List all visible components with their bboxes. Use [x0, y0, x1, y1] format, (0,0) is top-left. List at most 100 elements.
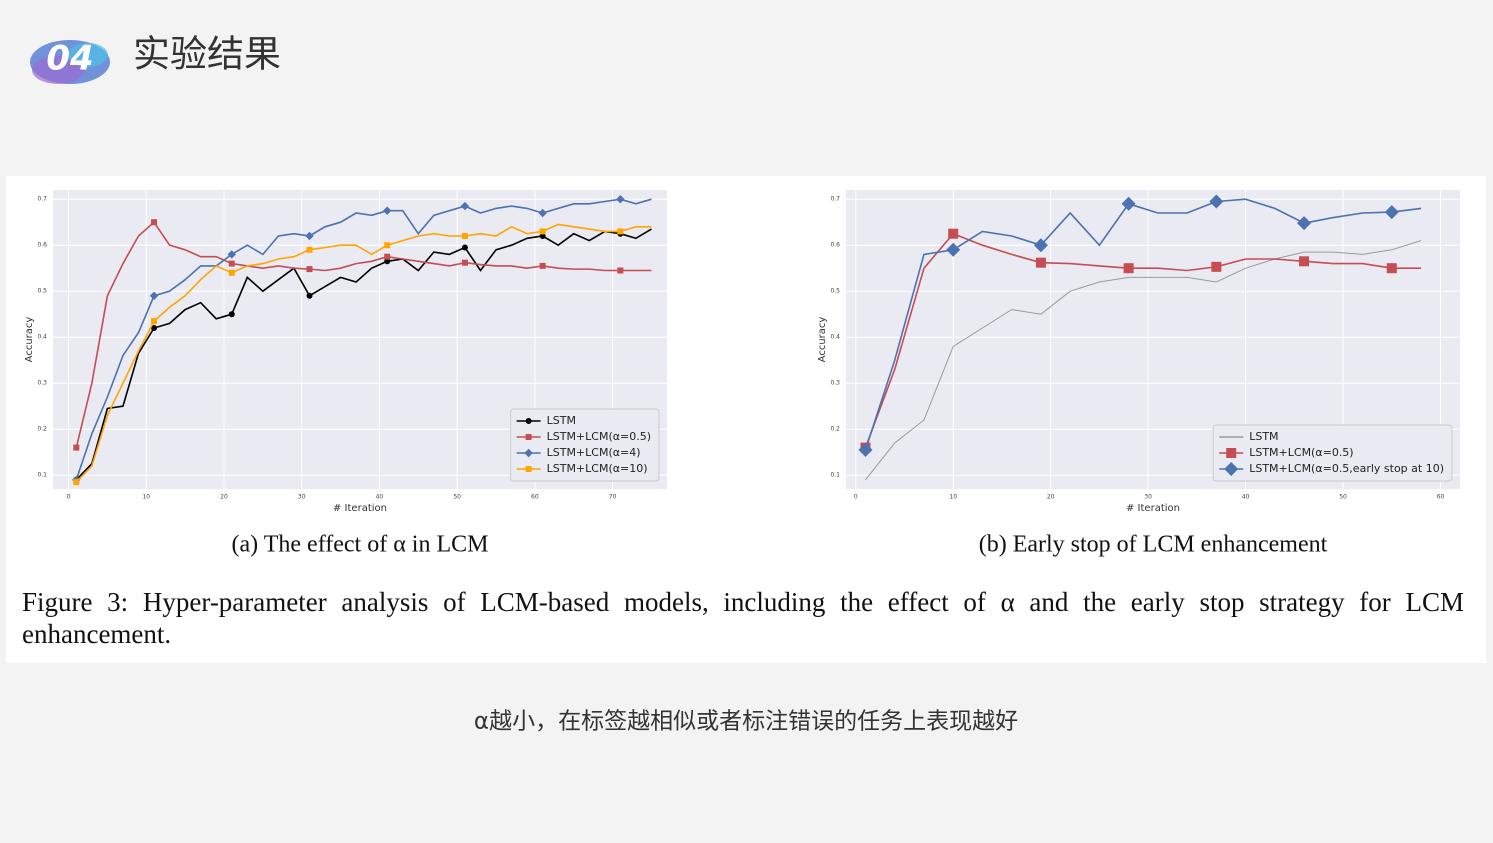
legend: LSTM LSTM+LCM(α=0.5) LSTM+LCM(α=4) LSTM+LCM…	[510, 408, 660, 482]
marker	[384, 242, 391, 249]
marker	[73, 444, 80, 451]
marker	[1384, 205, 1399, 220]
marker	[617, 267, 624, 274]
marker	[228, 260, 235, 267]
y-axis-label: Accuracy	[24, 317, 35, 363]
figure-caption: Figure 3: Hyper-parameter analysis of LC…	[22, 587, 1464, 649]
marker	[460, 201, 470, 211]
marker	[151, 318, 158, 325]
marker	[73, 479, 80, 486]
y-tick-label: 0.4	[37, 334, 47, 341]
x-tick-label: 0	[854, 494, 858, 501]
marker	[539, 262, 546, 269]
x-tick-label: 20	[220, 494, 228, 501]
y-tick-label: 0.7	[830, 196, 840, 203]
marker	[616, 195, 625, 204]
marker	[1121, 196, 1136, 211]
legend: LSTM LSTM+LCM(α=0.5) LSTM+LCM(α=0.5,early …	[1212, 424, 1453, 482]
x-tick-label: 40	[1242, 494, 1250, 501]
marker	[1209, 194, 1224, 209]
x-axis-label: # Iteration	[1126, 503, 1180, 514]
x-tick-label: 50	[1339, 494, 1347, 501]
series-line	[75, 228, 652, 481]
series-line	[75, 223, 652, 483]
x-tick-label: 10	[949, 494, 957, 501]
chart-caption: (b) Early stop of LCM enhancement	[979, 532, 1328, 558]
marker	[948, 228, 959, 239]
x-tick-label: 40	[376, 494, 384, 501]
legend-box	[510, 408, 660, 482]
y-tick-label: 0.6	[37, 242, 47, 249]
y-tick-label: 0.1	[37, 472, 47, 479]
marker	[1035, 257, 1046, 268]
slide-title: 实验结果	[133, 33, 281, 76]
marker	[151, 325, 158, 331]
series-line	[75, 220, 652, 448]
legend-label: LSTM+LCM(α=0.5)	[547, 430, 651, 443]
marker	[858, 442, 873, 457]
legend-label: LSTM+LCM(α=0.5,early stop at 10)	[1249, 462, 1444, 475]
x-tick-label: 20	[1047, 494, 1055, 501]
marker	[227, 250, 236, 259]
legend-marker	[1224, 462, 1239, 476]
y-tick-label: 0.3	[37, 380, 47, 387]
y-tick-label: 0.3	[830, 380, 840, 387]
x-axis-label: # Iteration	[333, 503, 387, 514]
number-badge: 04	[30, 39, 110, 84]
marker	[384, 253, 391, 260]
note: α越小，在标签越相似或者标注错误的任务上表现越好	[474, 709, 1018, 735]
marker	[306, 266, 313, 273]
marker	[538, 208, 547, 218]
legend-label: LSTM	[547, 414, 576, 427]
legend-box	[1212, 424, 1453, 482]
legend-label: LSTM+LCM(α=4)	[547, 446, 641, 459]
marker	[946, 242, 961, 257]
marker	[617, 228, 624, 235]
x-tick-label: 50	[453, 494, 461, 501]
marker	[461, 244, 468, 251]
section-number: 04	[46, 39, 93, 79]
marker	[1033, 238, 1048, 253]
y-tick-label: 0.2	[37, 426, 47, 433]
marker	[1123, 263, 1134, 274]
marker	[151, 219, 158, 226]
marker	[1211, 261, 1222, 272]
y-tick-label: 0.5	[830, 288, 840, 295]
legend-marker	[524, 448, 533, 458]
y-tick-label: 0.5	[37, 288, 47, 295]
y-tick-label: 0.4	[830, 334, 840, 341]
x-tick-label: 30	[298, 494, 306, 501]
x-tick-label: 60	[531, 494, 539, 501]
series-line	[864, 198, 1422, 451]
y-tick-label: 0.7	[37, 196, 47, 203]
marker	[539, 228, 546, 235]
legend-label: LSTM	[1249, 430, 1278, 443]
marker	[461, 233, 468, 239]
x-tick-label: 30	[1144, 494, 1152, 501]
y-tick-label: 0.6	[830, 242, 840, 249]
marker	[1297, 216, 1312, 231]
marker	[539, 233, 546, 239]
marker	[461, 259, 468, 266]
marker	[383, 206, 392, 215]
x-tick-label: 10	[142, 494, 150, 501]
y-axis-label: Accuracy	[817, 317, 828, 363]
marker	[384, 258, 391, 265]
chart-caption: (a) The effect of α in LCM	[232, 532, 489, 558]
y-tick-label: 0.2	[830, 426, 840, 433]
marker	[1386, 263, 1397, 274]
marker	[228, 311, 235, 318]
series-line	[865, 240, 1422, 481]
x-tick-label: 70	[609, 494, 617, 501]
marker	[305, 231, 314, 241]
legend-marker	[525, 466, 532, 472]
x-tick-label: 0	[67, 494, 71, 501]
legend-marker	[525, 434, 532, 440]
marker	[149, 291, 159, 300]
legend-label: LSTM+LCM(α=10)	[547, 462, 648, 475]
y-tick-label: 0.1	[830, 472, 840, 479]
marker	[306, 246, 313, 253]
legend-marker	[1226, 448, 1237, 458]
